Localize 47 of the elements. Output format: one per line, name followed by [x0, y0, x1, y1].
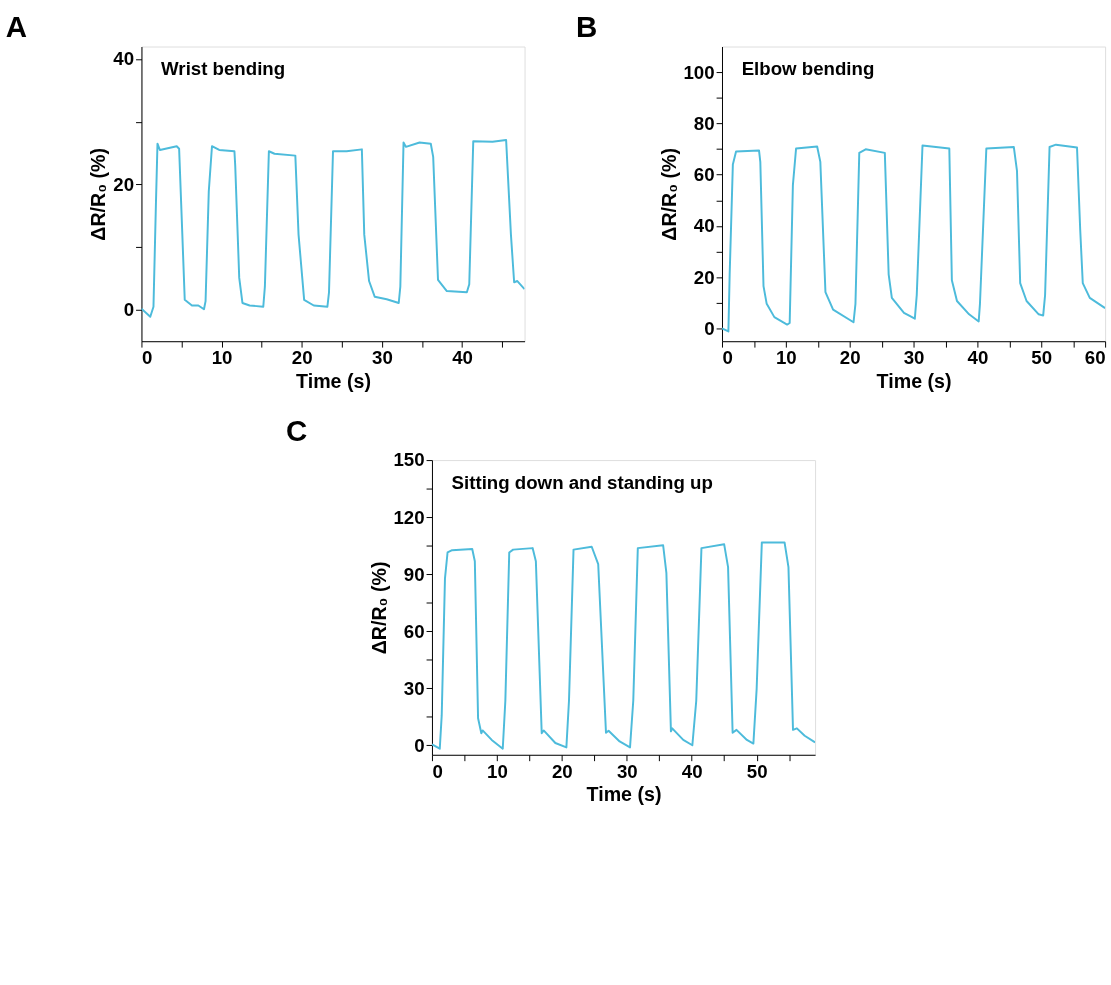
x-tick-label: 40 [967, 347, 989, 369]
y-tick-label: 40 [113, 48, 135, 70]
x-tick-label: 20 [291, 347, 313, 369]
y-tick-label: 0 [414, 734, 425, 756]
chart-title: A [5, 9, 28, 43]
y-tick-label: 0 [123, 299, 135, 321]
x-tick-label: 0 [432, 760, 443, 782]
chart-title: B [575, 9, 598, 43]
y-tick-label: 60 [693, 164, 715, 186]
x-tick-label: 40 [452, 347, 473, 369]
chart-title: C [285, 414, 308, 448]
x-tick-label: 30 [903, 347, 925, 369]
y-tick-label: 150 [393, 449, 425, 471]
x-tick-label: 60 [1084, 347, 1106, 369]
y-tick-label: 90 [403, 563, 425, 585]
x-tick-label: 10 [211, 347, 233, 369]
y-tick-label: 100 [683, 61, 715, 83]
annotation: Wrist bending [161, 58, 286, 80]
x-axis-title: Time (s) [876, 369, 952, 392]
y-axis-title: ΔR/R₀ (%) [657, 148, 680, 241]
line-series [431, 541, 816, 750]
y-tick-label: 120 [393, 506, 425, 528]
x-tick-label: 20 [839, 347, 861, 369]
annotation: Elbow bending [741, 58, 875, 80]
annotation: Sitting down and standing up [451, 471, 713, 493]
line-series [722, 143, 1106, 333]
x-tick-label: 10 [487, 760, 508, 782]
x-tick-label: 50 [1031, 347, 1053, 369]
x-tick-label: 10 [775, 347, 797, 369]
y-tick-label: 20 [693, 266, 715, 288]
y-tick-label: 30 [403, 677, 425, 699]
x-tick-label: 50 [746, 760, 768, 782]
y-tick-label: 40 [693, 215, 715, 237]
x-tick-label: 0 [722, 347, 733, 369]
y-tick-label: 0 [704, 317, 715, 339]
y-tick-label: 20 [113, 173, 135, 195]
y-tick-label: 80 [693, 112, 715, 134]
x-axis-title: Time (s) [586, 783, 662, 806]
x-tick-label: 30 [616, 760, 638, 782]
y-axis-title: ΔR/R₀ (%) [367, 561, 390, 655]
x-tick-label: 30 [372, 347, 393, 369]
x-axis-title: Time (s) [296, 369, 371, 392]
x-tick-label: 0 [141, 347, 153, 369]
line-series [141, 138, 525, 318]
y-tick-label: 60 [403, 620, 425, 642]
y-axis-title: ΔR/R₀ (%) [87, 148, 110, 241]
x-tick-label: 20 [551, 760, 573, 782]
